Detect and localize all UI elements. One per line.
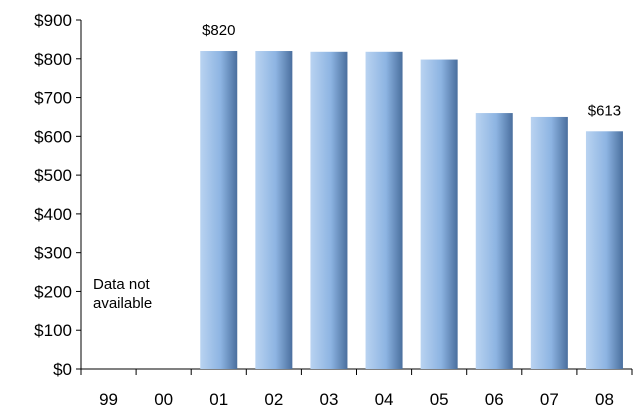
x-tick-label: 05 — [430, 390, 449, 409]
bars — [200, 51, 623, 370]
x-tick-label: 01 — [209, 390, 228, 409]
bar-04 — [365, 51, 403, 369]
x-axis: 99 00 01 02 03 04 05 06 07 08 — [80, 368, 633, 409]
x-tick-label: 08 — [595, 390, 614, 409]
data-label-08: $613 — [588, 102, 621, 119]
x-tick-label: 07 — [540, 390, 559, 409]
bar-06 — [475, 113, 513, 369]
y-tick-label: $400 — [34, 205, 72, 224]
bar-05 — [420, 59, 458, 369]
data-labels: $820 $613 — [202, 22, 621, 119]
bar-07 — [530, 116, 568, 369]
bar-03 — [310, 51, 348, 369]
y-tick-label: $100 — [34, 321, 72, 340]
bar-02 — [255, 51, 293, 370]
y-tick-label: $300 — [34, 244, 72, 263]
y-axis: $0 $100 $200 $300 $400 $500 $600 $700 $800 $900 — [34, 11, 82, 379]
bar-08 — [585, 131, 623, 369]
data-not-available-note: Data not available — [93, 276, 152, 312]
x-tick-label: 04 — [375, 390, 394, 409]
x-tick-label: 03 — [319, 390, 338, 409]
y-tick-label: $600 — [34, 127, 72, 146]
y-tick-label: $900 — [34, 11, 72, 30]
bar-01 — [200, 51, 238, 370]
note-line-1: Data not — [93, 276, 151, 293]
note-line-2: available — [93, 295, 152, 312]
x-tick-label: 00 — [154, 390, 173, 409]
y-tick-label: $0 — [53, 360, 72, 379]
y-tick-label: $800 — [34, 50, 72, 69]
y-tick-label: $200 — [34, 282, 72, 301]
y-tick-label: $500 — [34, 166, 72, 185]
y-tick-label: $700 — [34, 89, 72, 108]
data-label-01: $820 — [202, 22, 235, 39]
x-tick-label: 06 — [485, 390, 504, 409]
x-tick-label: 02 — [264, 390, 283, 409]
x-tick-label: 99 — [99, 390, 118, 409]
